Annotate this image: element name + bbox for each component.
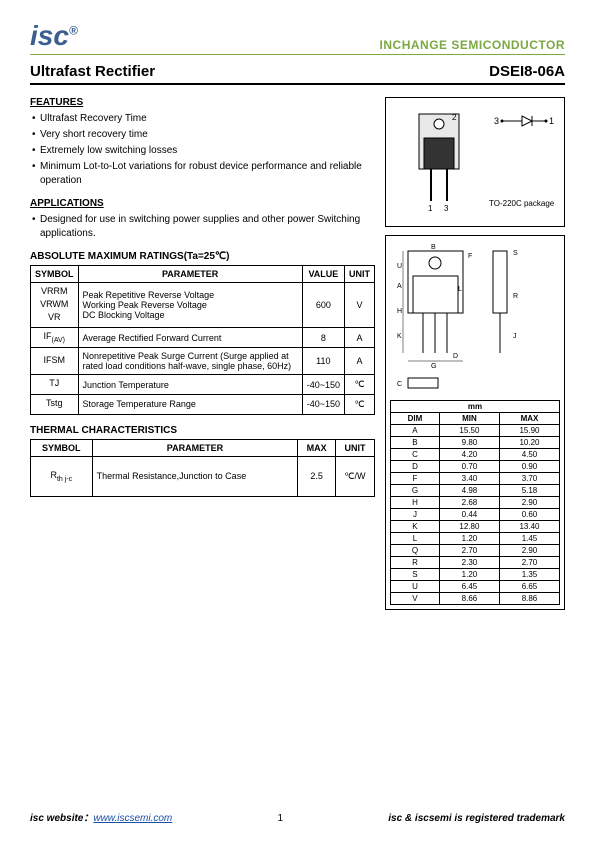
svg-text:B: B	[431, 244, 436, 251]
svg-text:C: C	[397, 381, 402, 388]
abs-max-section: ABSOLUTE MAXIMUM RATINGS(Ta=25℃) SYMBOLP…	[30, 251, 375, 415]
svg-text:J: J	[513, 333, 517, 340]
thermal-table: SYMBOLPARAMETERMAXUNIT Rth j-cThermal Re…	[30, 439, 375, 497]
footer-left: isc website：www.iscsemi.com	[30, 809, 172, 824]
svg-text:D: D	[453, 353, 458, 360]
table-row: L1.201.45	[391, 533, 560, 545]
table-header: UNIT	[345, 266, 375, 283]
table-row: TJJunction Temperature-40~150℃	[31, 375, 375, 395]
svg-text:TO-220C package: TO-220C package	[489, 199, 554, 208]
mechanical-drawing: B U A H K G D F L S R J C	[390, 240, 560, 400]
features-section: FEATURES Ultrafast Recovery Time Very sho…	[30, 97, 375, 188]
product-type: Ultrafast Rectifier	[30, 63, 155, 80]
svg-text:S: S	[513, 250, 518, 257]
table-header: UNIT	[335, 439, 374, 456]
feature-item: Very short recovery time	[30, 128, 375, 142]
table-row: Q2.702.90	[391, 545, 560, 557]
table-header: SYMBOL	[31, 266, 79, 283]
page-number: 1	[277, 813, 283, 824]
mechanical-drawing-box: B U A H K G D F L S R J C	[385, 235, 565, 610]
title-bar: Ultrafast Rectifier DSEI8-06A	[30, 63, 565, 85]
table-row: Rth j-cThermal Resistance,Junction to Ca…	[31, 456, 375, 496]
feature-item: Minimum Lot-to-Lot variations for robust…	[30, 160, 375, 188]
svg-text:1: 1	[428, 204, 433, 213]
page-footer: isc website：www.iscsemi.com 1 isc & iscs…	[30, 809, 565, 824]
table-header: PARAMETER	[78, 266, 302, 283]
logo: isc®	[30, 20, 78, 52]
website-link[interactable]: www.iscsemi.com	[93, 813, 172, 824]
table-header: DIM	[391, 413, 440, 425]
table-row: J0.440.60	[391, 509, 560, 521]
table-header: VALUE	[302, 266, 344, 283]
table-row: U6.456.65	[391, 581, 560, 593]
svg-text:H: H	[397, 308, 402, 315]
thermal-section: THERMAL CHARACTERISTICS SYMBOLPARAMETERM…	[30, 425, 375, 497]
dim-heading: mm	[391, 401, 560, 413]
feature-item: Ultrafast Recovery Time	[30, 112, 375, 126]
table-row: H2.682.90	[391, 497, 560, 509]
table-row: TstgStorage Temperature Range-40~150℃	[31, 394, 375, 414]
table-row: K12.8013.40	[391, 521, 560, 533]
abs-max-table: SYMBOLPARAMETERVALUEUNIT VRRMVRWMVRPeak …	[30, 265, 375, 415]
page-header: isc® INCHANGE SEMICONDUCTOR	[30, 20, 565, 55]
svg-text:3: 3	[444, 204, 449, 213]
features-heading: FEATURES	[30, 97, 375, 108]
table-header: MAX	[298, 439, 336, 456]
package-diagram: 3 1, 2 2 1 3 TO-220C package	[385, 97, 565, 227]
svg-text:R: R	[513, 293, 518, 300]
dimensions-table: mm DIMMINMAX A15.5015.90B9.8010.20C4.204…	[390, 400, 560, 605]
table-row: F3.403.70	[391, 473, 560, 485]
abs-max-heading: ABSOLUTE MAXIMUM RATINGS(Ta=25℃)	[30, 251, 375, 262]
feature-item: Extremely low switching losses	[30, 144, 375, 158]
table-header: MAX	[499, 413, 559, 425]
table-row: B9.8010.20	[391, 437, 560, 449]
applications-heading: APPLICATIONS	[30, 198, 375, 209]
table-row: R2.302.70	[391, 557, 560, 569]
table-row: IF(AV)Average Rectified Forward Current8…	[31, 328, 375, 348]
svg-text:1, 2: 1, 2	[549, 116, 554, 126]
table-header: PARAMETER	[92, 439, 298, 456]
applications-section: APPLICATIONS Designed for use in switchi…	[30, 198, 375, 241]
application-item: Designed for use in switching power supp…	[30, 213, 375, 241]
table-row: S1.201.35	[391, 569, 560, 581]
package-svg: 3 1, 2 2 1 3 TO-220C package	[394, 106, 554, 221]
svg-text:G: G	[431, 363, 436, 370]
svg-text:L: L	[458, 286, 462, 293]
table-header: MIN	[439, 413, 499, 425]
part-number: DSEI8-06A	[489, 63, 565, 80]
footer-right: isc & iscsemi is registered trademark	[388, 813, 565, 824]
svg-text:K: K	[397, 333, 402, 340]
table-row: D0.700.90	[391, 461, 560, 473]
table-row: A15.5015.90	[391, 425, 560, 437]
table-row: IFSMNonrepetitive Peak Surge Current (Su…	[31, 348, 375, 375]
svg-text:2: 2	[452, 113, 457, 122]
svg-text:F: F	[468, 253, 472, 260]
table-row: C4.204.50	[391, 449, 560, 461]
table-row: VRRMVRWMVRPeak Repetitive Reverse Voltag…	[31, 283, 375, 328]
table-row: G4.985.18	[391, 485, 560, 497]
table-row: V8.668.86	[391, 593, 560, 605]
svg-text:3: 3	[494, 116, 499, 126]
table-header: SYMBOL	[31, 439, 93, 456]
thermal-heading: THERMAL CHARACTERISTICS	[30, 425, 375, 436]
company-name: INCHANGE SEMICONDUCTOR	[380, 38, 565, 52]
svg-text:A: A	[397, 283, 402, 290]
svg-text:U: U	[397, 263, 402, 270]
